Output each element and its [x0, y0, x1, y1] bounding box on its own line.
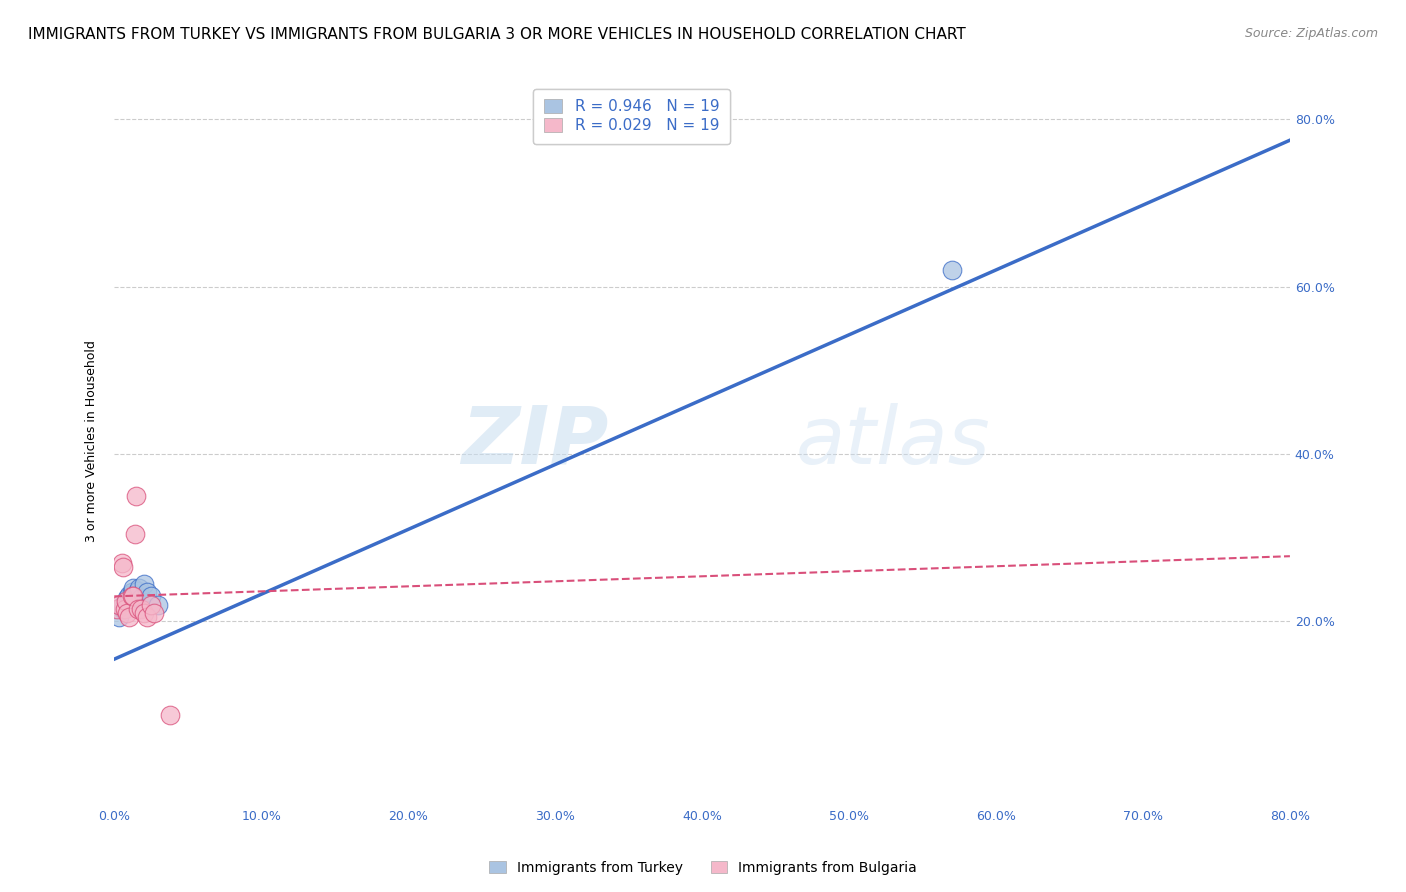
- Point: [142, 606, 165, 620]
- Point: [117, 591, 139, 605]
- Point: [115, 593, 138, 607]
- Legend: R = 0.946   N = 19, R = 0.029   N = 19: R = 0.946 N = 19, R = 0.029 N = 19: [533, 88, 730, 145]
- Point: [107, 598, 129, 612]
- Legend: Immigrants from Turkey, Immigrants from Bulgaria: Immigrants from Turkey, Immigrants from …: [484, 855, 922, 880]
- Point: [122, 581, 145, 595]
- Point: [111, 556, 134, 570]
- Point: [111, 599, 134, 614]
- Point: [121, 585, 143, 599]
- Point: [132, 577, 155, 591]
- Point: [124, 591, 146, 605]
- Text: atlas: atlas: [796, 402, 991, 481]
- Point: [112, 560, 135, 574]
- Point: [114, 602, 136, 616]
- Point: [941, 263, 963, 277]
- Point: [121, 590, 143, 604]
- Point: [135, 610, 157, 624]
- Point: [127, 602, 149, 616]
- Point: [122, 590, 145, 604]
- Point: [118, 588, 141, 602]
- Text: IMMIGRANTS FROM TURKEY VS IMMIGRANTS FROM BULGARIA 3 OR MORE VEHICLES IN HOUSEHO: IMMIGRANTS FROM TURKEY VS IMMIGRANTS FRO…: [28, 27, 966, 42]
- Text: ZIP: ZIP: [461, 402, 607, 481]
- Text: Source: ZipAtlas.com: Source: ZipAtlas.com: [1244, 27, 1378, 40]
- Point: [120, 593, 142, 607]
- Point: [107, 610, 129, 624]
- Point: [139, 598, 162, 612]
- Point: [125, 489, 148, 503]
- Point: [117, 606, 139, 620]
- Point: [129, 591, 152, 605]
- Point: [127, 583, 149, 598]
- Point: [124, 526, 146, 541]
- Point: [118, 610, 141, 624]
- Point: [148, 598, 170, 612]
- Point: [115, 593, 138, 607]
- Point: [139, 590, 162, 604]
- Point: [112, 602, 135, 616]
- Point: [125, 588, 148, 602]
- Point: [132, 606, 155, 620]
- Point: [105, 602, 128, 616]
- Point: [159, 708, 181, 723]
- Point: [129, 602, 152, 616]
- Point: [135, 585, 157, 599]
- Point: [128, 581, 150, 595]
- Y-axis label: 3 or more Vehicles in Household: 3 or more Vehicles in Household: [86, 341, 98, 542]
